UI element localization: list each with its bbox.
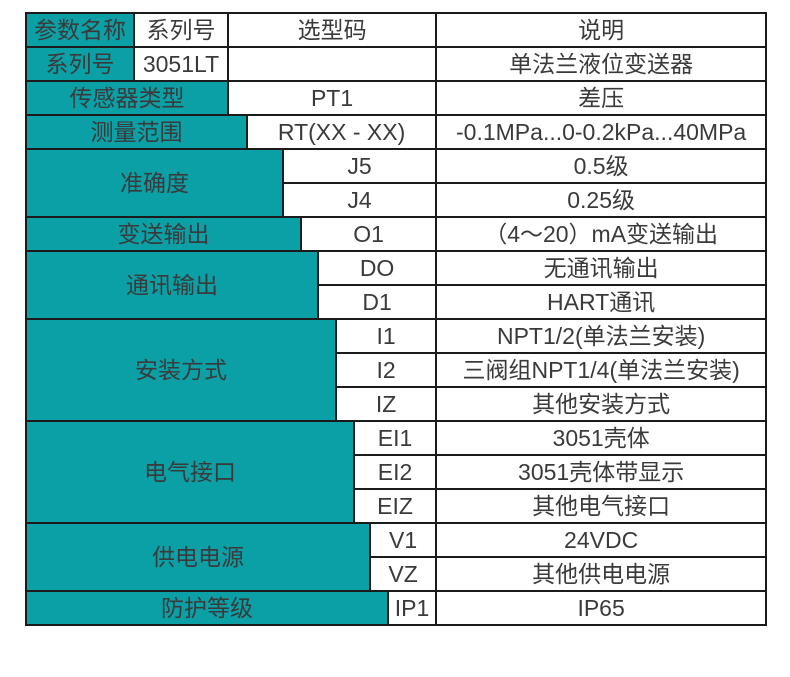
product-selection-table: 参数名称 系列号 选型码 说明 系列号 3051LT 单法兰液位变送器 传感器类… bbox=[25, 12, 768, 626]
page: 参数名称 系列号 选型码 说明 系列号 3051LT 单法兰液位变送器 传感器类… bbox=[25, 12, 768, 626]
header-selection-code: 选型码 bbox=[226, 12, 438, 48]
power-row-vz: VZ 其他供电电源 bbox=[26, 556, 768, 592]
header-param-name: 参数名称 bbox=[25, 12, 135, 48]
electrical-desc-cell-ei1: 3051壳体 bbox=[435, 420, 768, 456]
measure-range-code-cell: RT(XX - XX) bbox=[245, 114, 438, 150]
comm-output-desc-cell-d1: HART通讯 bbox=[435, 284, 768, 320]
protection-desc-cell: IP65 bbox=[435, 590, 768, 626]
series-code-empty-cell bbox=[226, 46, 438, 82]
comm-output-desc-cell-do: 无通讯输出 bbox=[435, 250, 768, 286]
electrical-code-cell-eiz: EIZ bbox=[352, 488, 438, 524]
sensor-type-code-cell: PT1 bbox=[226, 80, 438, 116]
comm-output-row-do: 通讯输出 DO 无通讯输出 bbox=[25, 250, 768, 320]
accuracy-label-cell: 准确度 bbox=[25, 148, 284, 218]
measure-range-row: 测量范围 RT(XX - XX) -0.1MPa...0-0.2kPa...40… bbox=[25, 114, 768, 150]
electrical-code-cell-ei2: EI2 bbox=[352, 454, 438, 490]
install-row-iz: IZ 其他安装方式 bbox=[26, 386, 768, 422]
electrical-row-ei2: EI2 3051壳体带显示 bbox=[26, 454, 768, 490]
series-desc-cell: 单法兰液位变送器 bbox=[435, 46, 768, 82]
electrical-desc-cell-eiz: 其他电气接口 bbox=[435, 488, 768, 524]
comm-output-label-cell: 通讯输出 bbox=[25, 250, 319, 320]
power-label-cell: 供电电源 bbox=[25, 522, 371, 592]
transmit-output-row: 变送输出 O1 （4～20）mA变送输出 bbox=[25, 216, 768, 252]
install-desc-cell-i1: NPT1/2(单法兰安装) bbox=[435, 318, 768, 354]
sensor-type-row: 传感器类型 PT1 差压 bbox=[25, 80, 768, 116]
transmit-output-desc-cell: （4～20）mA变送输出 bbox=[435, 216, 768, 252]
header-row: 参数名称 系列号 选型码 说明 bbox=[25, 12, 768, 48]
install-row-i1: 安装方式 I1 NPT1/2(单法兰安装) bbox=[25, 318, 768, 422]
accuracy-row-j5: 准确度 J5 0.5级 bbox=[25, 148, 768, 218]
accuracy-code-cell-j4: J4 bbox=[281, 182, 438, 218]
electrical-label-cell: 电气接口 bbox=[25, 420, 355, 524]
comm-output-code-cell-do: DO bbox=[316, 250, 438, 286]
measure-range-desc-cell: -0.1MPa...0-0.2kPa...40MPa bbox=[435, 114, 768, 150]
header-series-no: 系列号 bbox=[133, 12, 229, 48]
electrical-code-cell-ei1: EI1 bbox=[352, 420, 438, 456]
protection-code-cell: IP1 bbox=[386, 590, 438, 626]
power-code-cell-vz: VZ bbox=[368, 556, 438, 592]
install-desc-cell-iz: 其他安装方式 bbox=[435, 386, 768, 422]
electrical-desc-cell-ei2: 3051壳体带显示 bbox=[435, 454, 768, 490]
protection-row: 防护等级 IP1 IP65 bbox=[25, 590, 768, 626]
install-label-cell: 安装方式 bbox=[25, 318, 337, 422]
comm-output-row-d1: D1 HART通讯 bbox=[26, 284, 768, 320]
electrical-row-ei1: 电气接口 EI1 3051壳体 bbox=[25, 420, 768, 524]
comm-output-code-cell-d1: D1 bbox=[316, 284, 438, 320]
accuracy-row-j4: J4 0.25级 bbox=[26, 182, 768, 218]
transmit-output-label-cell: 变送输出 bbox=[25, 216, 302, 252]
measure-range-label-cell: 测量范围 bbox=[25, 114, 248, 150]
sensor-type-desc-cell: 差压 bbox=[435, 80, 768, 116]
electrical-row-eiz: EIZ 其他电气接口 bbox=[26, 488, 768, 524]
series-value-cell: 3051LT bbox=[133, 46, 229, 82]
power-desc-cell-v1: 24VDC bbox=[435, 522, 768, 558]
install-code-cell-i2: I2 bbox=[334, 352, 438, 388]
transmit-output-code-cell: O1 bbox=[299, 216, 438, 252]
install-code-cell-i1: I1 bbox=[334, 318, 438, 354]
install-row-i2: I2 三阀组NPT1/4(单法兰安装) bbox=[26, 352, 768, 388]
accuracy-code-cell-j5: J5 bbox=[281, 148, 438, 184]
sensor-type-label-cell: 传感器类型 bbox=[25, 80, 229, 116]
power-code-cell-v1: V1 bbox=[368, 522, 438, 558]
accuracy-desc-cell-j4: 0.25级 bbox=[435, 182, 768, 218]
protection-label-cell: 防护等级 bbox=[25, 590, 389, 626]
power-row-v1: 供电电源 V1 24VDC bbox=[25, 522, 768, 592]
install-desc-cell-i2: 三阀组NPT1/4(单法兰安装) bbox=[435, 352, 768, 388]
accuracy-desc-cell-j5: 0.5级 bbox=[435, 148, 768, 184]
series-label-cell: 系列号 bbox=[25, 46, 135, 82]
header-description: 说明 bbox=[435, 12, 768, 48]
power-desc-cell-vz: 其他供电电源 bbox=[435, 556, 768, 592]
install-code-cell-iz: IZ bbox=[334, 386, 438, 422]
series-row: 系列号 3051LT 单法兰液位变送器 bbox=[25, 46, 768, 82]
